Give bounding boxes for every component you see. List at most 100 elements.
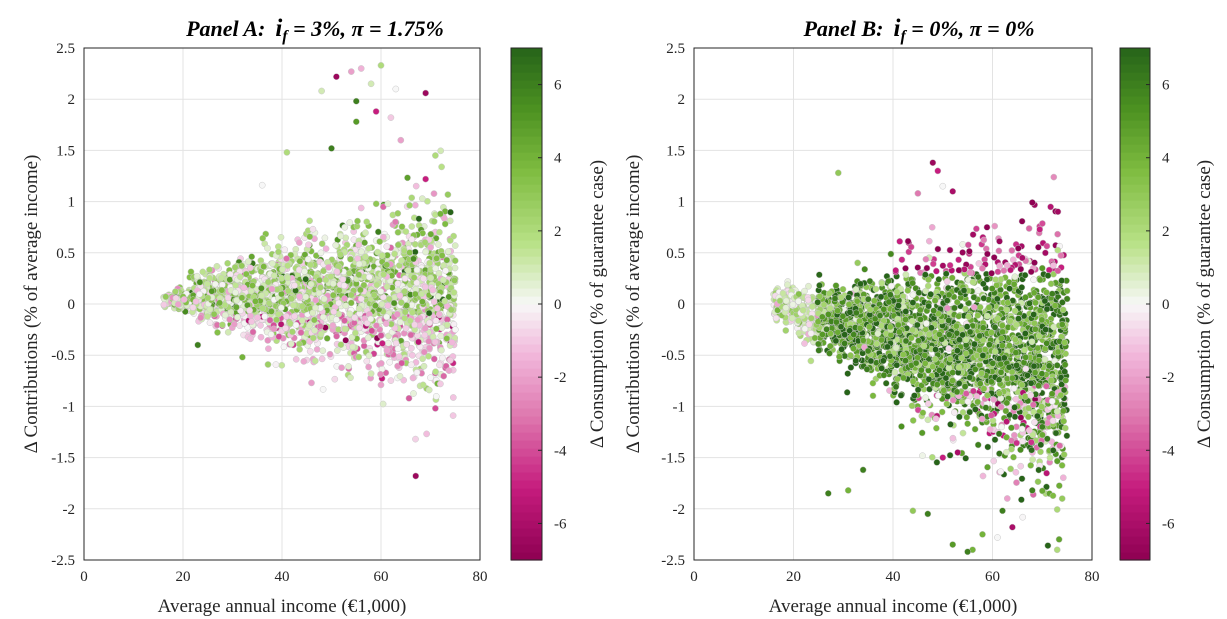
scatter-point [272,361,280,368]
scatter-point [432,405,439,412]
scatter-point [247,312,254,320]
scatter-point [408,223,416,230]
scatter-point [345,363,352,370]
scatter-point [267,331,275,338]
scatter-point [959,429,967,437]
scatter-point [331,375,339,383]
scatter-point [402,324,410,332]
colorbar-band [511,552,542,561]
scatter-point [398,257,405,264]
scatter-point [430,190,438,197]
scatter-point [259,234,267,242]
colorbar-band [511,104,542,113]
scatter-point [1054,230,1061,238]
scatter-point [441,297,449,305]
x-tick-label: 40 [275,569,290,585]
colorbar-band [511,376,542,385]
scatter-point [320,295,328,303]
scatter-point [367,370,375,377]
scatter-point [411,201,419,209]
scatter-point [933,459,941,466]
scatter-point [1043,305,1051,313]
scatter-point [211,280,219,288]
scatter-point [437,210,444,218]
scatter-point [291,282,298,289]
scatter-point [396,372,404,380]
scatter-point [249,282,256,289]
scatter-point [296,293,303,300]
colorbar-band [511,416,542,425]
scatter-point [449,412,457,419]
colorbar-band [511,136,542,145]
scatter-point [203,280,211,288]
scatter-point [277,320,285,328]
scatter-point [401,288,408,295]
scatter-point [424,197,431,205]
scatter-point [232,289,239,296]
scatter-point [296,257,304,265]
scatter-point [192,298,200,305]
scatter-point [1039,487,1046,495]
colorbar-band [511,400,542,409]
scatter-point [432,265,439,272]
y-tick-label: -1.5 [51,451,75,467]
scatter-point [434,292,442,300]
scatter-point [337,341,345,349]
scatter-point [301,251,309,259]
colorbar-band [511,392,542,401]
colorbar-band [511,48,542,57]
scatter-point [342,302,350,310]
scatter-point [295,239,303,246]
scatter-point [257,322,264,329]
scatter-point [254,314,261,321]
scatter-point [206,305,214,313]
scatter-point [887,250,895,258]
scatter-point [933,424,940,432]
scatter-point [1007,465,1014,473]
scatter-point [160,301,168,309]
scatter-point [850,345,857,352]
scatter-point [355,271,363,279]
scatter-points [160,62,459,480]
colorbar-band [511,472,542,481]
scatter-point [419,381,427,389]
x-tick-label: 60 [374,569,389,585]
scatter-point [412,435,419,443]
scatter-point [451,257,459,265]
scatter-point [451,264,459,272]
colorbar-tick-label: 2 [554,224,562,240]
scatter-point [362,253,369,261]
scatter-point [221,311,229,319]
scatter-point [432,152,439,159]
scatter-point [236,273,244,281]
scatter-point [430,298,438,306]
scatter-point [365,245,373,252]
scatter-point [297,329,305,336]
scatter-point [403,341,410,348]
colorbar-band [511,240,542,249]
scatter-point [270,325,278,333]
scatter-point [415,215,423,223]
scatter-point [268,285,276,293]
scatter-point [919,452,926,460]
scatter-point [338,364,345,372]
scatter-point [394,310,401,318]
scatter-point [896,238,904,245]
scatter-point [367,80,375,88]
colorbar-band [511,352,542,361]
scatter-point [264,244,271,252]
colorbar-band [511,232,542,241]
scatter-point [1054,246,1062,254]
scatter-point [1054,208,1062,216]
colorbar-band [511,440,542,449]
scatter-point [964,420,971,428]
colorbar-band [511,272,542,281]
scatter-point [904,237,912,245]
scatter-point [843,389,851,396]
scatter-point [397,299,405,306]
colorbar-band [511,128,542,137]
scatter-point [384,200,392,208]
colorbar-band [511,544,542,553]
